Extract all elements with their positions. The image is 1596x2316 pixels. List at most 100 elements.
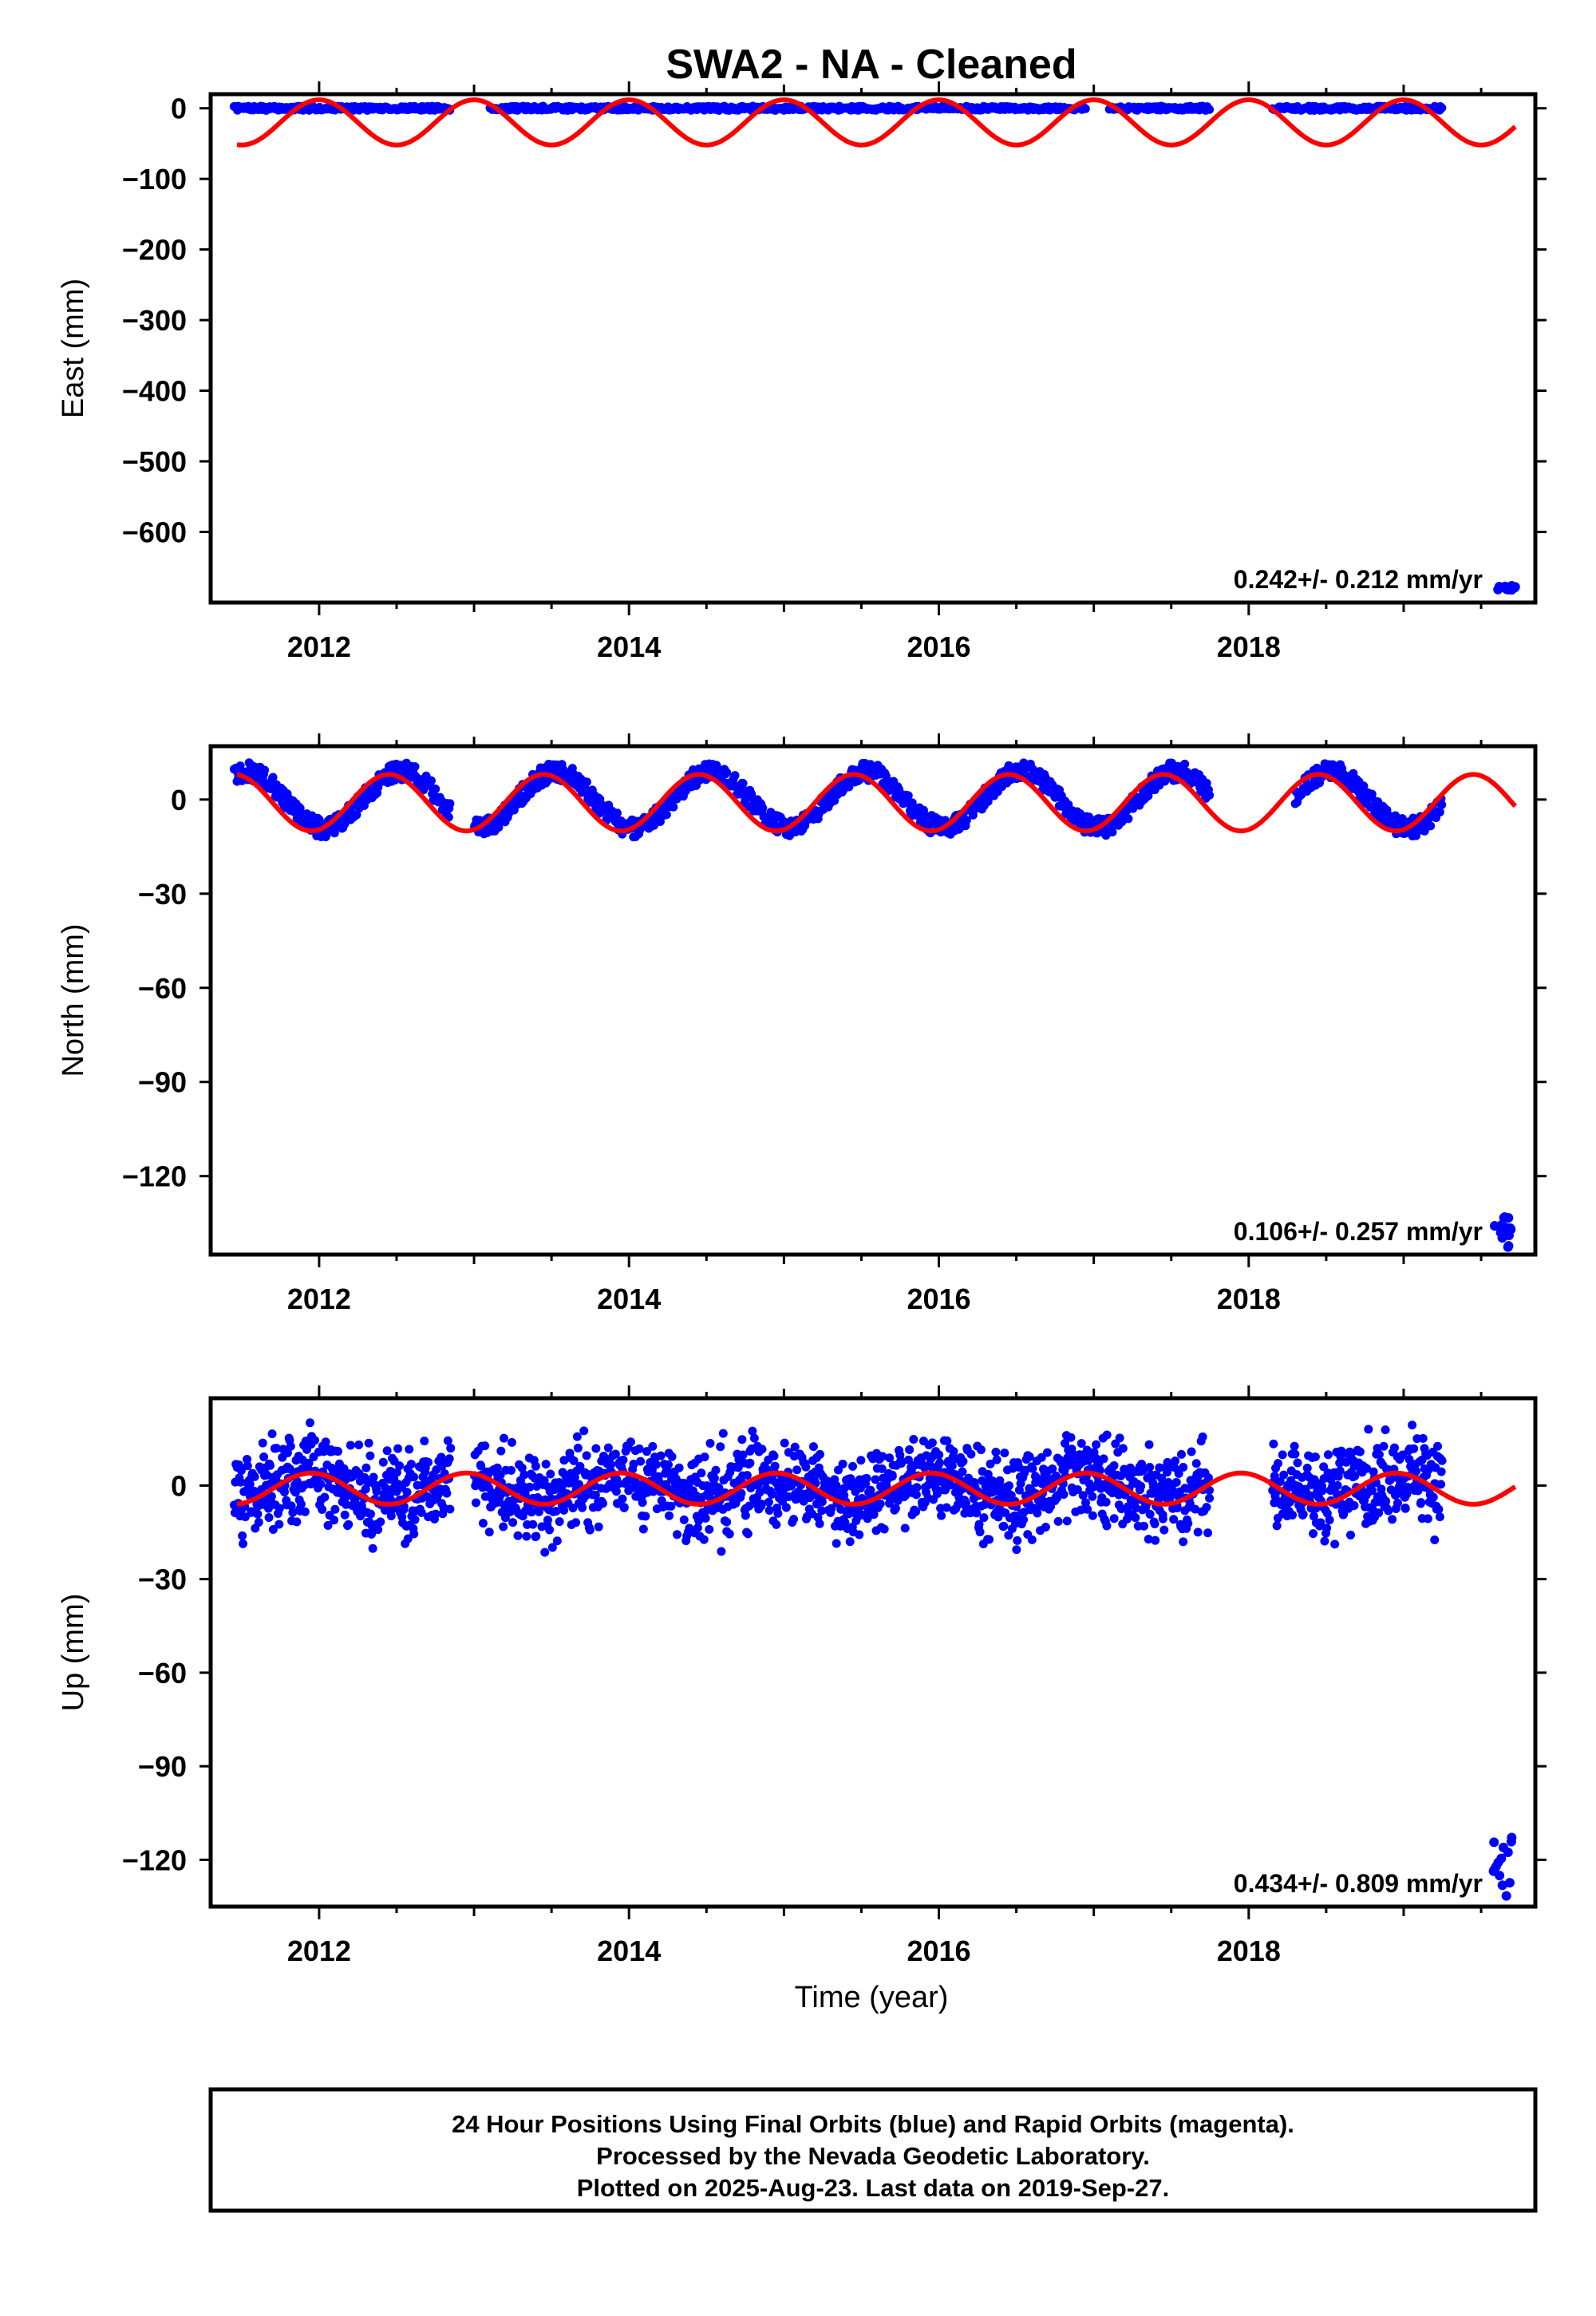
north-data-point bbox=[494, 823, 504, 832]
north-data-point bbox=[669, 802, 678, 812]
north-ytick-label: −60 bbox=[138, 972, 187, 1005]
up-data-point bbox=[402, 1488, 412, 1497]
up-data-point bbox=[718, 1429, 728, 1438]
north-ytick-label: −120 bbox=[122, 1160, 187, 1193]
up-data-point bbox=[1433, 1441, 1443, 1451]
up-data-point bbox=[705, 1524, 714, 1534]
up-data-point bbox=[891, 1504, 900, 1513]
up-data-point bbox=[1310, 1452, 1320, 1462]
north-panel: 0 −30 −60 −90 −120 2012 2014 2016 2018 North (mm)… bbox=[57, 733, 1547, 1315]
up-data-point bbox=[598, 1499, 607, 1508]
up-data-point bbox=[266, 1460, 275, 1470]
up-data-point bbox=[773, 1508, 783, 1518]
up-data-point bbox=[552, 1536, 562, 1546]
up-data-point bbox=[385, 1466, 395, 1476]
up-data-point bbox=[1390, 1443, 1400, 1452]
up-data-point bbox=[330, 1516, 339, 1525]
up-data-point bbox=[253, 1509, 263, 1519]
up-data-point bbox=[1290, 1441, 1299, 1451]
up-data-point bbox=[525, 1482, 535, 1492]
footer-line-1: 24 Hour Positions Using Final Orbits (bl… bbox=[452, 2110, 1294, 2138]
east-xtick-label: 2018 bbox=[1217, 630, 1281, 663]
up-data-point bbox=[442, 1488, 452, 1498]
up-ytick-label: −120 bbox=[122, 1844, 187, 1876]
up-data-point bbox=[1193, 1528, 1203, 1537]
east-observed-points bbox=[229, 101, 1520, 595]
east-outlier-point bbox=[1494, 582, 1504, 592]
north-data-point bbox=[1124, 814, 1133, 824]
up-data-point bbox=[909, 1434, 918, 1444]
up-data-point bbox=[942, 1436, 952, 1445]
up-outlier-point bbox=[1506, 1836, 1516, 1847]
up-data-point bbox=[999, 1521, 1009, 1531]
up-data-point bbox=[569, 1456, 579, 1465]
up-data-point bbox=[711, 1465, 721, 1475]
up-data-point bbox=[392, 1468, 401, 1477]
up-data-point bbox=[1374, 1450, 1384, 1460]
north-data-point bbox=[431, 785, 440, 794]
up-data-point bbox=[268, 1525, 278, 1535]
up-data-point bbox=[531, 1461, 540, 1471]
north-data-point bbox=[410, 762, 420, 772]
up-data-point bbox=[638, 1498, 647, 1508]
up-data-point bbox=[519, 1470, 529, 1480]
north-outlier-point bbox=[1489, 1220, 1499, 1231]
up-data-point bbox=[656, 1451, 666, 1460]
up-data-point bbox=[817, 1497, 827, 1507]
up-xtick-label: 2018 bbox=[1217, 1935, 1281, 1967]
north-data-point bbox=[1128, 804, 1138, 813]
up-data-point bbox=[738, 1450, 748, 1460]
up-data-point bbox=[693, 1523, 702, 1532]
up-data-point bbox=[700, 1452, 709, 1462]
up-data-point bbox=[471, 1498, 480, 1508]
up-data-point bbox=[749, 1433, 759, 1443]
up-data-point bbox=[369, 1472, 378, 1482]
up-data-point bbox=[666, 1501, 676, 1511]
up-data-point bbox=[1176, 1449, 1186, 1459]
up-data-point bbox=[578, 1503, 587, 1512]
up-data-point bbox=[1317, 1486, 1327, 1496]
up-data-point bbox=[310, 1436, 319, 1445]
up-data-point bbox=[648, 1441, 658, 1451]
up-data-point bbox=[1088, 1511, 1097, 1520]
up-data-point bbox=[697, 1468, 706, 1478]
up-data-point bbox=[995, 1476, 1005, 1485]
up-data-point bbox=[1118, 1444, 1128, 1453]
north-ytick-label: −90 bbox=[138, 1066, 187, 1099]
up-data-point bbox=[368, 1543, 377, 1553]
north-xtick-label: 2018 bbox=[1217, 1282, 1281, 1315]
up-data-point bbox=[790, 1442, 800, 1452]
north-data-point bbox=[722, 768, 732, 777]
up-data-point bbox=[1423, 1514, 1432, 1524]
up-data-point bbox=[492, 1463, 502, 1472]
up-data-point bbox=[527, 1508, 536, 1517]
up-rate-label: 0.434+/- 0.809 mm/yr bbox=[1234, 1869, 1483, 1898]
up-data-point bbox=[634, 1444, 644, 1453]
up-data-point bbox=[318, 1504, 327, 1514]
up-data-point bbox=[267, 1492, 276, 1501]
up-data-point bbox=[1198, 1432, 1207, 1441]
up-data-point bbox=[694, 1516, 704, 1525]
up-data-point bbox=[1150, 1519, 1159, 1528]
east-data-point bbox=[1205, 105, 1215, 114]
up-data-point bbox=[300, 1507, 310, 1516]
up-xtick-label: 2014 bbox=[597, 1935, 661, 1967]
up-data-point bbox=[1066, 1433, 1076, 1442]
up-data-point bbox=[243, 1461, 252, 1471]
up-data-point bbox=[1012, 1545, 1021, 1555]
up-data-point bbox=[304, 1458, 314, 1468]
up-data-point bbox=[386, 1511, 396, 1520]
up-outlier-point bbox=[1493, 1857, 1503, 1867]
figure-title: SWA2 - NA - Cleaned bbox=[666, 41, 1077, 88]
up-data-point bbox=[717, 1547, 726, 1556]
up-data-point bbox=[1115, 1433, 1124, 1443]
up-data-point bbox=[1393, 1498, 1403, 1508]
up-data-point bbox=[1381, 1425, 1390, 1435]
up-data-point bbox=[875, 1499, 885, 1508]
east-ytick-label: −600 bbox=[122, 516, 187, 549]
up-data-point bbox=[832, 1539, 841, 1548]
up-data-point bbox=[495, 1492, 504, 1501]
up-data-point bbox=[409, 1529, 419, 1539]
up-data-point bbox=[1298, 1509, 1308, 1519]
up-data-point bbox=[834, 1465, 843, 1475]
